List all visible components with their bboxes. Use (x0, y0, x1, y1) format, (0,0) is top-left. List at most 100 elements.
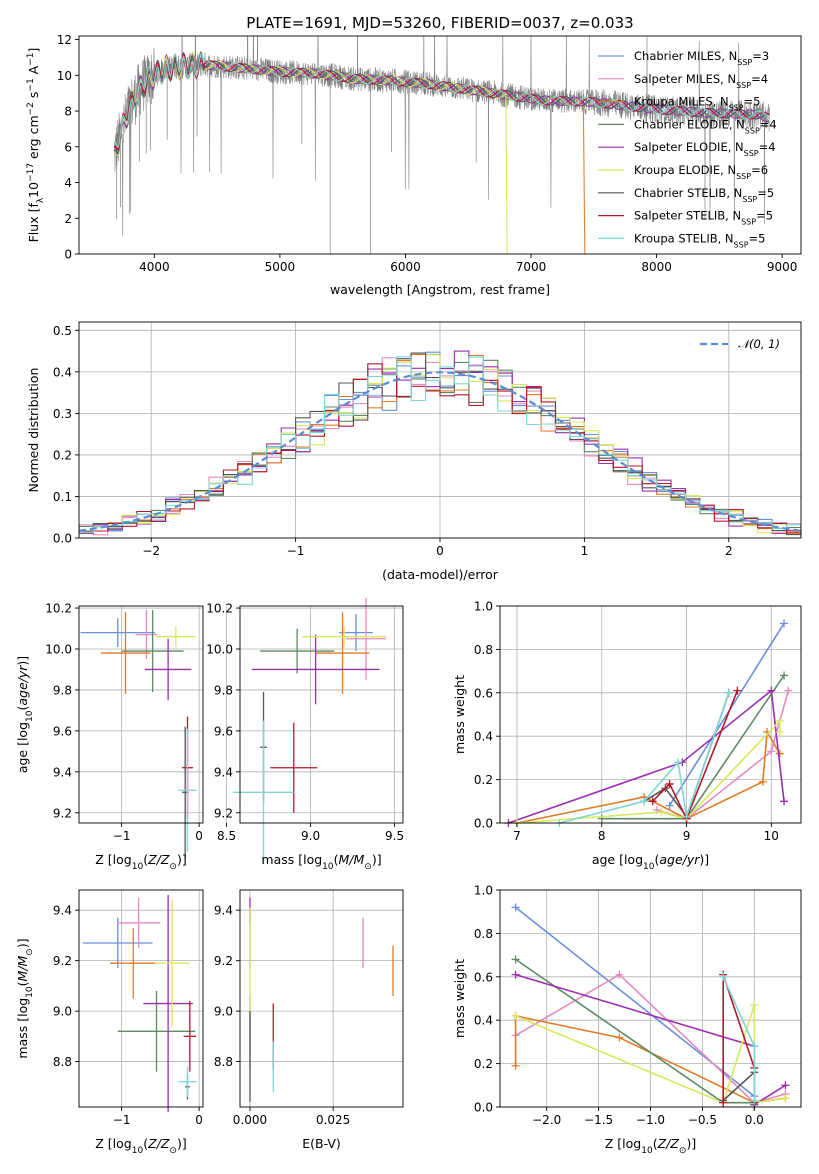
weight-marker (780, 797, 789, 806)
y-tick-label: 9.4 (214, 765, 233, 779)
x-tick-label: −1 (113, 1113, 131, 1127)
weight-marker (657, 808, 666, 817)
y-tick-label: 10.2 (206, 602, 233, 616)
weight-marker (682, 812, 691, 821)
x-tick-label: 8 (598, 829, 606, 843)
weight-marker (724, 688, 733, 697)
y-tick-label: 0.4 (53, 365, 72, 379)
y-axis-label: mass [log10(M/M⊙)] (15, 938, 35, 1058)
y-tick-label: 12 (57, 33, 72, 47)
weight-marker (784, 686, 793, 695)
y-axis-label: age [log10(age/yr)] (15, 656, 35, 773)
x-tick-label: 8000 (641, 260, 672, 274)
x-tick-label: −1 (287, 544, 305, 558)
grid-layer (79, 322, 801, 1108)
y-tick-label: 10.0 (206, 642, 233, 656)
weight-marker (767, 686, 776, 695)
weight-marker (511, 955, 520, 964)
y-tick-label: 6 (64, 140, 72, 154)
model-fit-line-chabrier-stelib (113, 52, 770, 155)
x-tick-label: 0 (436, 544, 444, 558)
x-axis-label: wavelength [Angstrom, rest frame] (330, 282, 550, 297)
y-tick-label: 0.1 (53, 490, 72, 504)
y-tick-label: 0.0 (474, 817, 493, 831)
weight-marker (750, 1001, 759, 1010)
text-layer: 4000 5000 6000 7000 8000 9000024681012Chabrie… (15, 14, 797, 1156)
y-tick-label: 9.6 (53, 724, 72, 738)
x-tick-label: 9.0 (301, 829, 320, 843)
y-tick-label: 0.2 (474, 1057, 493, 1071)
weight-marker (511, 1011, 520, 1020)
weight-marker (665, 801, 674, 810)
y-tick-label: 9.2 (53, 806, 72, 820)
legend-entry: 𝒩(0, 1) (738, 337, 780, 351)
x-tick-label: −0.5 (688, 1113, 717, 1127)
x-axis-label: Z [log10(Z/Z⊙)] (605, 1136, 696, 1156)
y-tick-label: 10.2 (45, 602, 72, 616)
weight-marker (775, 749, 784, 758)
x-tick-label: 8.5 (217, 829, 236, 843)
y-axis-label: Normed distribution (26, 368, 41, 493)
legend-entry: Salpeter ELODIE, NSSP=4 (634, 140, 776, 158)
y-tick-label: 9.4 (53, 765, 72, 779)
weight-marker (674, 758, 683, 767)
weight-marker (511, 970, 520, 979)
y-tick-label: 0.5 (53, 324, 72, 338)
y-tick-label: 9.4 (53, 904, 72, 918)
y-tick-label: 0.6 (474, 686, 493, 700)
legend-entry: Kroupa MILES, NSSP=5 (634, 95, 760, 113)
chart-title: PLATE=1691, MJD=53260, FIBERID=0037, z=0… (246, 14, 633, 32)
age_vs_z-frame (78, 605, 204, 824)
model-fit-line-kroupa-elodie (113, 51, 508, 254)
y-tick-label: 1.0 (474, 884, 493, 898)
weight-marker (640, 797, 649, 806)
y-tick-label: 9.0 (214, 1005, 233, 1019)
weight-marker (719, 1098, 728, 1107)
y-tick-label: 9.8 (53, 683, 72, 697)
weight-marker (615, 1033, 624, 1042)
y-tick-label: 8.8 (214, 1055, 233, 1069)
x-axis-label: age [log10(age/yr)] (592, 852, 709, 872)
x-tick-label: −1.0 (636, 1113, 665, 1127)
weight-marker (767, 747, 776, 756)
x-tick-label: 5000 (265, 260, 296, 274)
model-fit-line-chabrier-miles (113, 51, 770, 154)
legend-entry: Kroupa STELIB, NSSP=5 (634, 231, 765, 249)
y-axis-label: mass weight (452, 959, 467, 1038)
y-tick-label: 9.2 (214, 806, 233, 820)
model-fit-line-kroupa-stelib (113, 53, 770, 148)
x-tick-label: 9.5 (385, 829, 404, 843)
y-tick-label: 9.2 (53, 954, 72, 968)
weight-marker (733, 686, 742, 695)
weight-marker (648, 797, 657, 806)
y-tick-label: 9.0 (53, 1005, 72, 1019)
y-tick-label: 10.0 (45, 642, 72, 656)
mass_vs_ebv-frame (239, 889, 404, 1108)
weight-marker (750, 1096, 759, 1105)
y-axis-label: mass weight (452, 675, 467, 754)
weight-marker (665, 779, 674, 788)
x-axis-label: Z [log10(Z/Z⊙)] (95, 852, 186, 872)
weight-marker (775, 717, 784, 726)
y-tick-label: 1.0 (474, 600, 493, 614)
x-tick-label: 0.025 (316, 1113, 350, 1127)
legend-entry: Chabrier ELODIE, NSSP=4 (634, 117, 777, 135)
x-tick-label: 7 (513, 829, 521, 843)
weight-line-salpeter-miles (515, 973, 786, 1104)
legend-entry: Salpeter STELIB, NSSP=5 (634, 209, 773, 227)
spectrum-plot (113, 36, 770, 254)
weight-marker (511, 1061, 520, 1070)
x-tick-label: −1 (113, 829, 131, 843)
weight-marker (775, 727, 784, 736)
weight-marker (781, 1094, 790, 1103)
y-tick-label: 0.3 (53, 407, 72, 421)
y-tick-label: 10 (57, 69, 72, 83)
x-tick-label: 1 (581, 544, 589, 558)
weight-marker (780, 671, 789, 680)
x-tick-label: −2.0 (532, 1113, 561, 1127)
y-tick-label: 0.2 (474, 773, 493, 787)
y-axis-label: Flux [fλ10−17 erg cm−2 s−1 A−1] (26, 48, 46, 243)
x-tick-label: 9000 (767, 260, 798, 274)
weight-line-chabrier-miles (668, 622, 785, 807)
